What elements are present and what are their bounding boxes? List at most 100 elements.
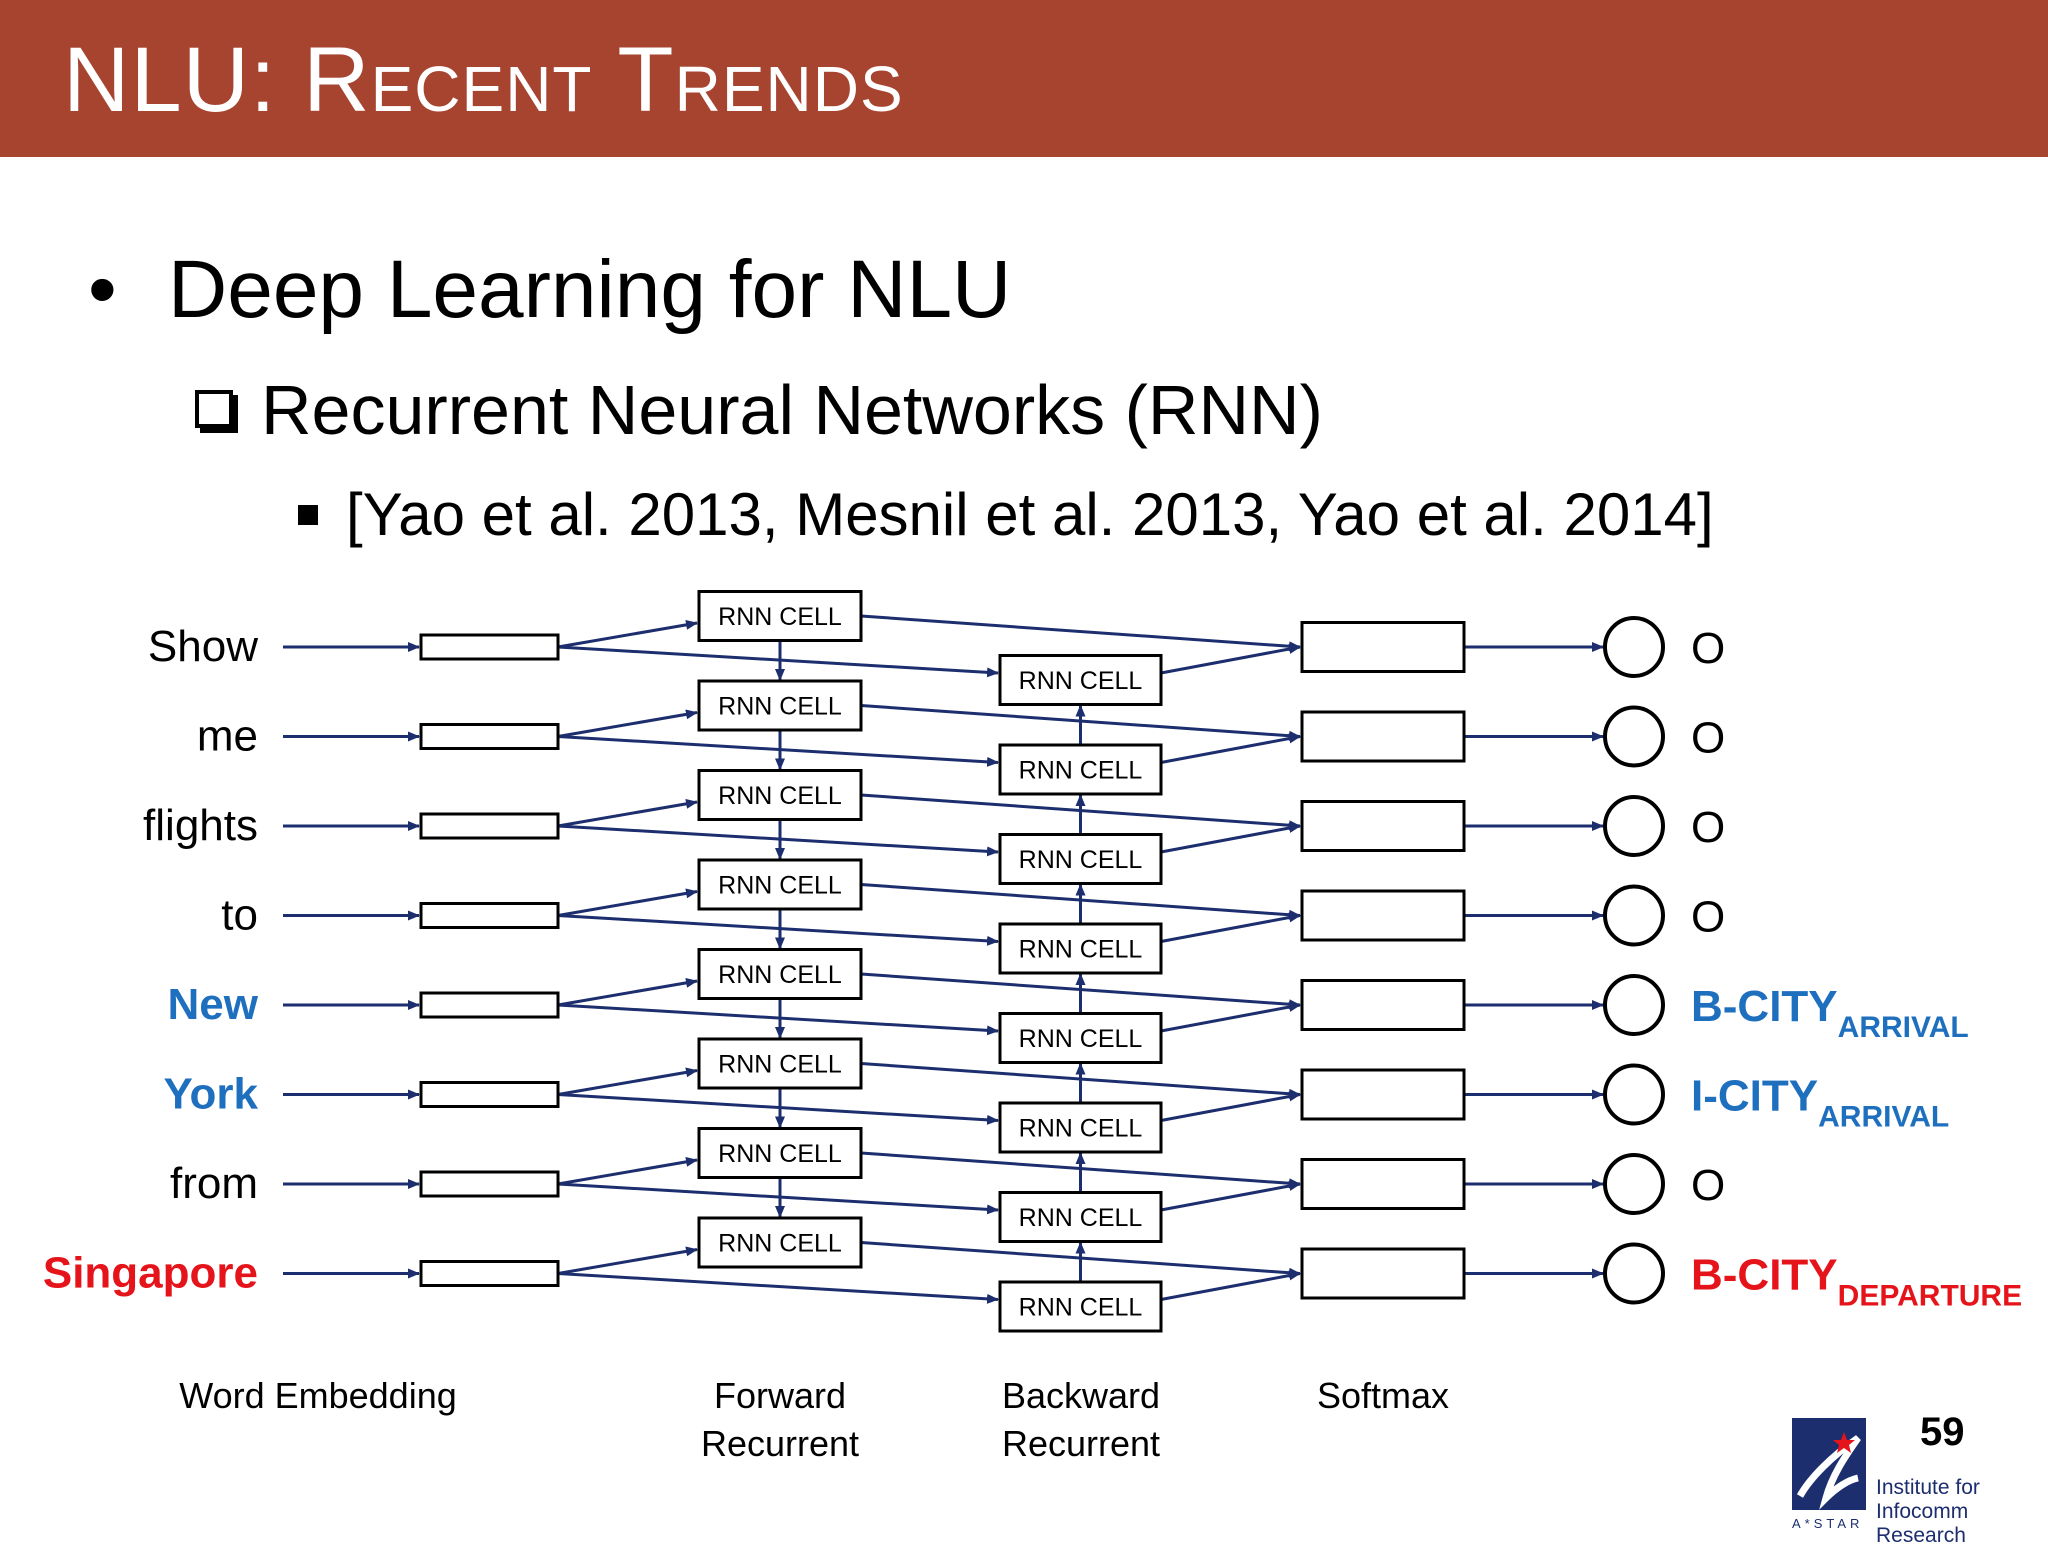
forward-rnn-cell-label: RNN CELL bbox=[718, 961, 842, 989]
emb-to-backward-arrow-5 bbox=[557, 1093, 999, 1125]
checkbox-bullet-icon bbox=[195, 390, 233, 428]
backward-rnn-cell bbox=[998, 1101, 1163, 1154]
forward-rnn-cell-label: RNN CELL bbox=[718, 603, 842, 631]
output-node-icon bbox=[1603, 795, 1665, 857]
output-tag: O bbox=[1691, 1161, 1725, 1210]
emb-to-forward-arrow-2 bbox=[557, 798, 698, 828]
emb-to-backward-arrow-6 bbox=[557, 1182, 999, 1215]
embedding-box bbox=[419, 991, 560, 1019]
logo-line2: Infocomm Research bbox=[1876, 1500, 1969, 1547]
softmax-box bbox=[1300, 1158, 1466, 1210]
forward-rnn-cell-label: RNN CELL bbox=[718, 1140, 842, 1168]
column-label: Backward bbox=[1002, 1375, 1160, 1416]
softmax-box bbox=[1300, 979, 1466, 1031]
word-label: Show bbox=[148, 622, 258, 671]
softmax-box bbox=[1300, 1068, 1466, 1121]
embedding-box bbox=[419, 723, 560, 750]
backward-rnn-cell-label: RNN CELL bbox=[1019, 667, 1143, 695]
forward-to-softmax-arrow-3 bbox=[860, 883, 1301, 920]
word-label: Singapore bbox=[43, 1249, 258, 1298]
bullet-level2-text: Recurrent Neural Networks (RNN) bbox=[261, 371, 1323, 449]
forward-to-softmax-arrow-7 bbox=[860, 1241, 1301, 1278]
output-node-icon bbox=[1603, 884, 1665, 947]
emb-to-forward-arrow-1 bbox=[557, 709, 698, 738]
embedding-box bbox=[419, 1260, 560, 1287]
word-label: me bbox=[197, 712, 258, 761]
column-label: Recurrent bbox=[1002, 1423, 1160, 1464]
softmax-box bbox=[1300, 889, 1466, 942]
forward-to-softmax-arrow-6 bbox=[860, 1151, 1301, 1189]
emb-to-forward-arrow-4 bbox=[557, 977, 698, 1007]
forward-rnn-cell bbox=[697, 1127, 863, 1179]
astar-logo-icon bbox=[1792, 1418, 1866, 1510]
word-label: from bbox=[170, 1159, 258, 1208]
emb-to-backward-arrow-0 bbox=[557, 645, 999, 678]
backward-to-softmax-arrow-7 bbox=[1160, 1270, 1301, 1301]
forward-rnn-cell bbox=[697, 769, 863, 821]
forward-rnn-cell-label: RNN CELL bbox=[718, 1051, 842, 1079]
emb-to-forward-arrow-5 bbox=[557, 1067, 698, 1096]
emb-to-forward-arrow-3 bbox=[557, 888, 698, 917]
backward-to-softmax-arrow-3 bbox=[1160, 912, 1301, 943]
backward-to-softmax-arrow-5 bbox=[1160, 1091, 1301, 1122]
backward-to-softmax-arrow-0 bbox=[1160, 644, 1301, 675]
forward-to-softmax-arrow-0 bbox=[860, 614, 1301, 652]
forward-to-softmax-arrow-2 bbox=[860, 793, 1301, 831]
page-number: 59 bbox=[1920, 1410, 1965, 1454]
emb-to-backward-arrow-3 bbox=[557, 914, 999, 946]
emb-to-backward-arrow-7 bbox=[557, 1272, 999, 1304]
backward-rnn-cell bbox=[998, 1012, 1163, 1064]
backward-rnn-cell bbox=[998, 922, 1163, 975]
output-tag: I-CITYARRIVAL bbox=[1691, 1072, 1949, 1134]
embedding-box bbox=[419, 1081, 560, 1108]
column-label: Word Embedding bbox=[179, 1375, 457, 1416]
logo-line1: Institute for bbox=[1876, 1476, 1980, 1499]
backward-rnn-cell-label: RNN CELL bbox=[1019, 1115, 1143, 1143]
backward-rnn-cell-label: RNN CELL bbox=[1019, 1294, 1143, 1322]
logo-subtext: A*STAR bbox=[1792, 1516, 1864, 1531]
forward-rnn-cell-label: RNN CELL bbox=[718, 1230, 842, 1258]
square-bullet-icon bbox=[298, 505, 318, 525]
forward-rnn-cell bbox=[697, 1216, 863, 1269]
softmax-box bbox=[1300, 800, 1466, 852]
bullet-level3-text: [Yao et al. 2013, Mesnil et al. 2013, Ya… bbox=[346, 481, 1714, 548]
embedding-box bbox=[419, 902, 560, 929]
bullet-level2: Recurrent Neural Networks (RNN) bbox=[195, 370, 1323, 450]
backward-rnn-cell bbox=[998, 1191, 1163, 1243]
backward-to-softmax-arrow-4 bbox=[1160, 1002, 1301, 1033]
backward-to-softmax-arrow-2 bbox=[1160, 823, 1301, 854]
softmax-box bbox=[1300, 710, 1466, 763]
output-tag: O bbox=[1691, 803, 1725, 852]
forward-rnn-cell bbox=[697, 679, 863, 732]
forward-rnn-cell-label: RNN CELL bbox=[718, 872, 842, 900]
output-tag: O bbox=[1691, 624, 1725, 673]
forward-rnn-cell-label: RNN CELL bbox=[718, 693, 842, 721]
forward-to-softmax-arrow-1 bbox=[860, 704, 1301, 741]
bullet-dot-icon: • bbox=[88, 244, 117, 335]
forward-to-softmax-arrow-4 bbox=[860, 972, 1301, 1010]
forward-rnn-cell bbox=[697, 858, 863, 911]
word-label: flights bbox=[143, 801, 258, 850]
word-label: York bbox=[163, 1070, 258, 1119]
forward-rnn-cell bbox=[697, 948, 863, 1000]
backward-rnn-cell bbox=[998, 654, 1163, 706]
emb-to-forward-arrow-7 bbox=[557, 1246, 698, 1275]
column-label: Softmax bbox=[1317, 1375, 1449, 1416]
output-tag: B-CITYDEPARTURE bbox=[1691, 1251, 2022, 1313]
bullet-level3: [Yao et al. 2013, Mesnil et al. 2013, Ya… bbox=[298, 480, 1714, 550]
bullet-level1: • Deep Learning for NLU bbox=[88, 245, 1011, 335]
forward-to-softmax-arrow-5 bbox=[860, 1062, 1301, 1099]
output-node-icon bbox=[1603, 1242, 1665, 1305]
backward-rnn-cell bbox=[998, 1280, 1163, 1333]
softmax-box bbox=[1300, 621, 1466, 673]
column-label: Recurrent bbox=[701, 1423, 859, 1464]
column-label: Forward bbox=[714, 1375, 846, 1416]
backward-to-softmax-arrow-6 bbox=[1160, 1181, 1301, 1212]
word-label: New bbox=[168, 980, 259, 1029]
bullet-level1-text: Deep Learning for NLU bbox=[168, 244, 1012, 335]
output-node-icon bbox=[1603, 974, 1665, 1036]
output-node-icon bbox=[1603, 616, 1665, 678]
output-tag: B-CITYARRIVAL bbox=[1691, 982, 1969, 1044]
output-tag: O bbox=[1691, 714, 1725, 763]
